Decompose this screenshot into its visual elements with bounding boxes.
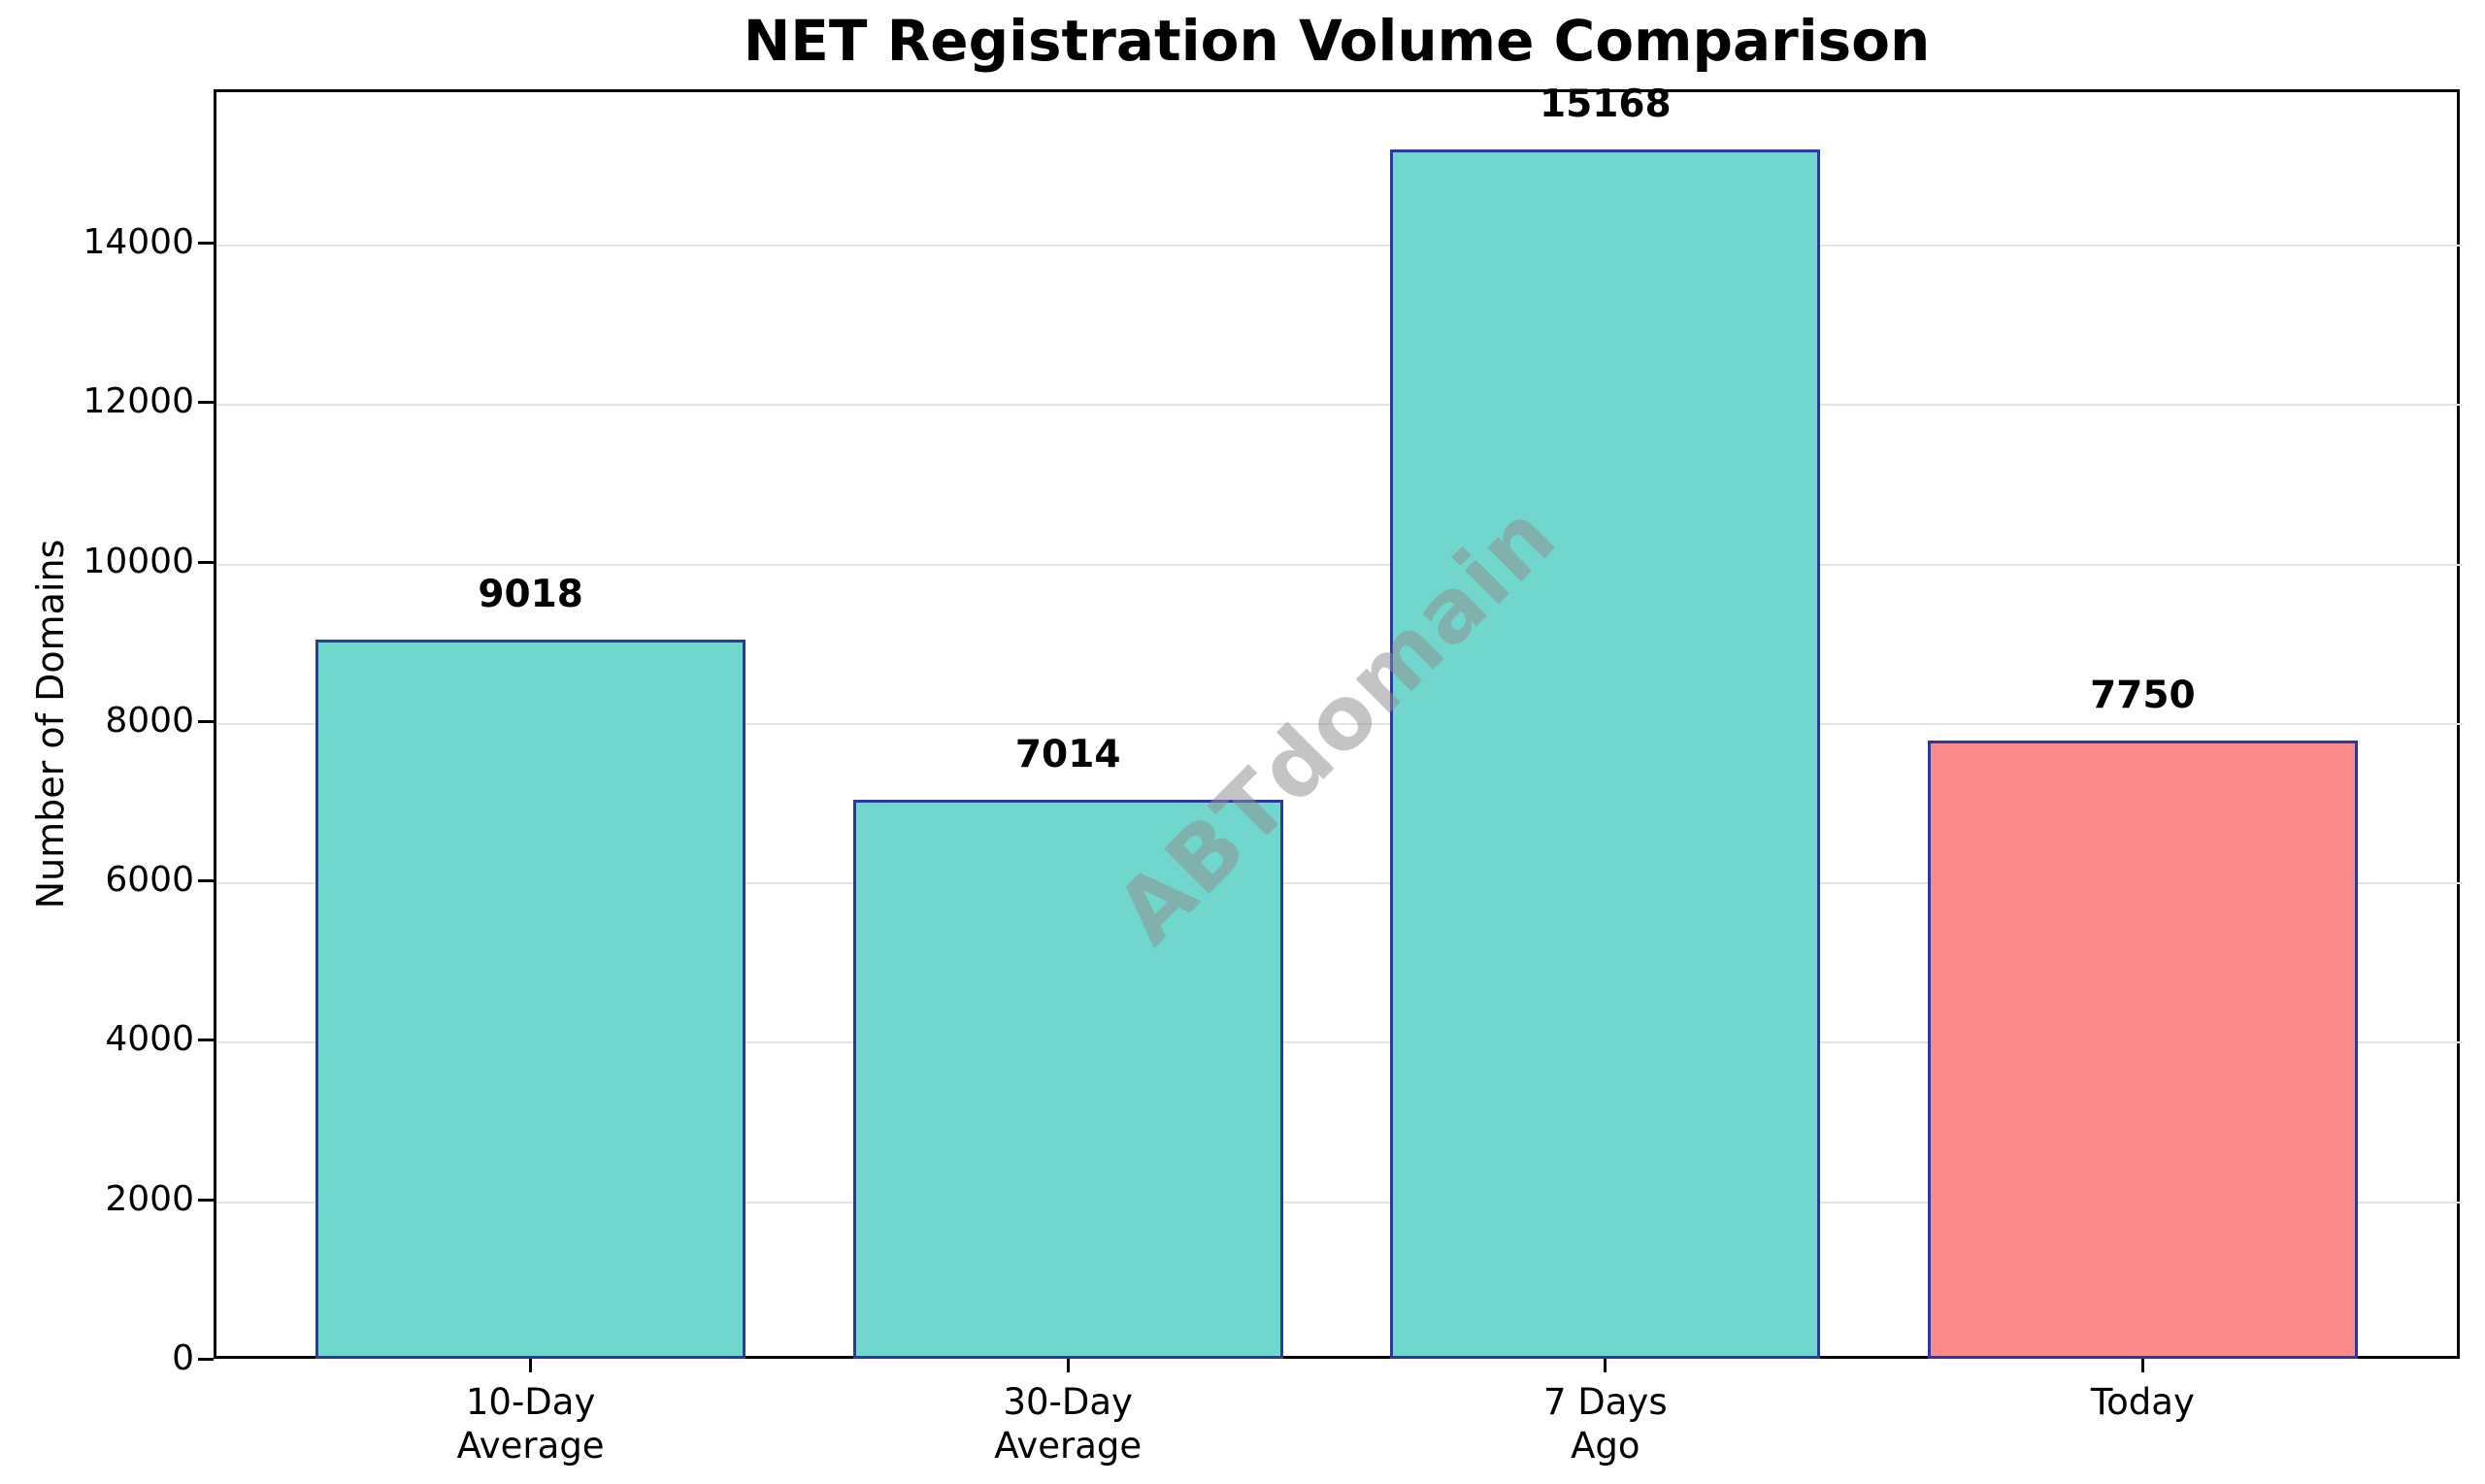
chart-title: NET Registration Volume Comparison [743, 8, 1931, 74]
y-tick-label: 10000 [83, 541, 194, 581]
gridline [216, 1041, 2463, 1044]
y-tick-mark [198, 1039, 214, 1042]
x-tick-label: Today [2090, 1381, 2195, 1423]
y-tick-mark [198, 1198, 214, 1202]
gridline [216, 245, 2463, 247]
y-tick-label: 0 [172, 1338, 194, 1378]
gridline [216, 1201, 2463, 1204]
gridline [216, 404, 2463, 407]
y-tick-label: 6000 [105, 860, 194, 901]
x-tick-mark [1066, 1359, 1070, 1372]
y-tick-mark [198, 560, 214, 564]
bar-2 [852, 799, 1283, 1359]
y-tick-label: 2000 [105, 1178, 194, 1219]
x-tick-label: 7 Days Ago [1542, 1381, 1668, 1467]
gridline [216, 882, 2463, 885]
gridline [216, 563, 2463, 566]
y-tick-label: 4000 [105, 1019, 194, 1060]
bar-4 [1927, 741, 2358, 1359]
plot-area [214, 89, 2463, 1359]
gridline [216, 722, 2463, 725]
y-tick-mark [198, 242, 214, 246]
y-tick-mark [198, 401, 214, 405]
bar-value-label: 9018 [478, 573, 583, 617]
x-tick-label: 10-Day Average [456, 1381, 605, 1467]
x-tick-label: 30-Day Average [994, 1381, 1143, 1467]
y-tick-label: 12000 [83, 381, 194, 422]
bar-value-label: 7750 [2090, 674, 2196, 718]
x-tick-mark [529, 1359, 533, 1372]
bar-1 [315, 640, 746, 1359]
y-tick-mark [198, 719, 214, 723]
bar-3 [1390, 149, 1821, 1359]
y-tick-label: 14000 [83, 222, 194, 263]
y-tick-mark [198, 1358, 214, 1361]
x-tick-mark [1604, 1359, 1607, 1372]
y-tick-mark [198, 879, 214, 883]
bar-value-label: 15168 [1539, 82, 1672, 127]
x-tick-mark [2140, 1359, 2144, 1372]
bar-value-label: 7014 [1014, 732, 1121, 776]
y-tick-label: 8000 [105, 700, 194, 741]
